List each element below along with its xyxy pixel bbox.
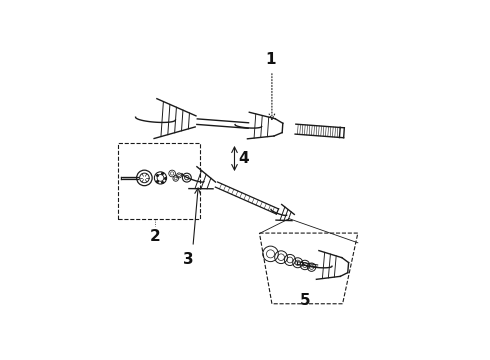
Text: 3: 3 (183, 252, 193, 267)
Text: 4: 4 (238, 151, 248, 166)
Text: 1: 1 (265, 52, 276, 67)
Text: 5: 5 (300, 293, 311, 308)
Text: 2: 2 (150, 229, 161, 244)
Bar (118, 143, 200, 219)
